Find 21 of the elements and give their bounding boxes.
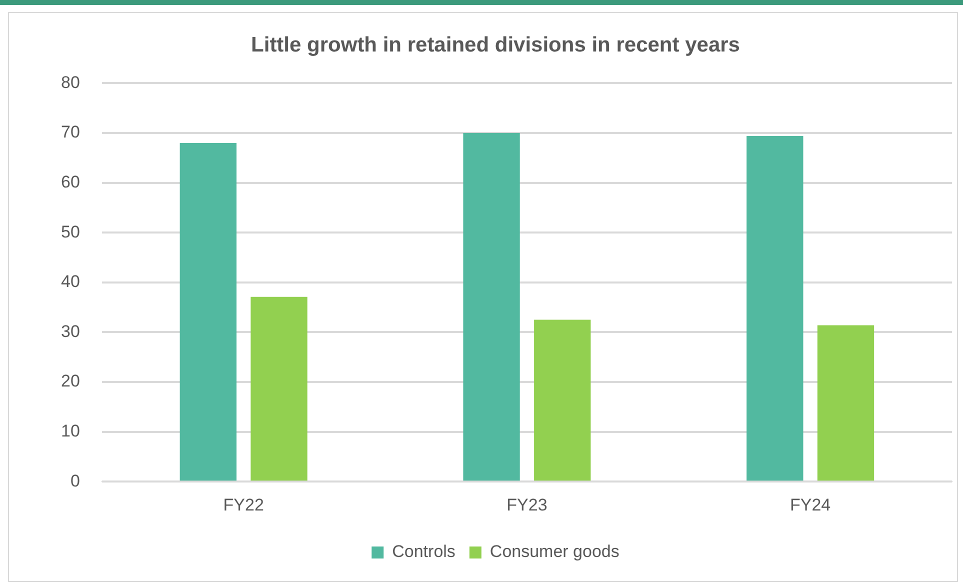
bar <box>250 296 308 481</box>
legend-label: Controls <box>392 542 456 562</box>
y-tick-label: 80 <box>60 72 80 92</box>
bar <box>817 325 874 481</box>
x-tick-label: FY23 <box>506 495 548 514</box>
y-tick-label: 70 <box>60 122 80 142</box>
bar <box>746 136 804 481</box>
x-tick-label: FY24 <box>790 495 831 514</box>
y-tick-label: 10 <box>60 421 80 440</box>
y-tick-label: 30 <box>60 322 80 341</box>
y-tick-label: 0 <box>70 471 80 490</box>
x-tick-label: FY22 <box>223 495 264 514</box>
bar <box>180 142 237 481</box>
y-tick-label: 50 <box>60 222 80 242</box>
chart-title: Little growth in retained divisions in recent years <box>251 33 740 56</box>
y-tick-label: 40 <box>60 272 80 292</box>
y-tick-label: 60 <box>60 172 80 192</box>
bar <box>534 320 591 481</box>
bar <box>463 133 520 481</box>
legend-label: Consumer goods <box>490 542 620 562</box>
y-tick-label: 20 <box>60 372 80 391</box>
